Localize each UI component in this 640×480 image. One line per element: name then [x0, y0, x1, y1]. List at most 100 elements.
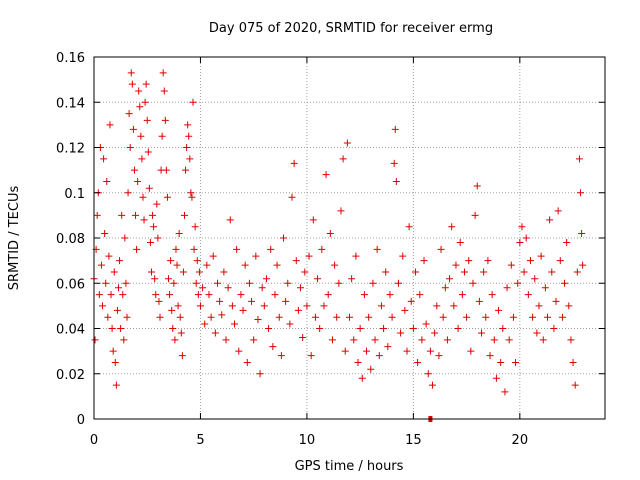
- data-point: [469, 279, 477, 287]
- data-point: [441, 284, 449, 292]
- data-point: [144, 148, 152, 156]
- data-point: [105, 252, 113, 260]
- data-point: [537, 252, 545, 260]
- data-point: [499, 325, 507, 332]
- data-point: [277, 352, 285, 360]
- data-point: [320, 302, 328, 310]
- data-point: [143, 116, 151, 124]
- data-point: [136, 103, 144, 111]
- data-point: [183, 144, 191, 151]
- data-point: [192, 279, 200, 287]
- data-point: [577, 189, 585, 197]
- data-point: [358, 374, 366, 382]
- data-point: [231, 320, 239, 328]
- data-point: [392, 177, 400, 185]
- data-point: [579, 261, 587, 269]
- data-point: [573, 268, 581, 276]
- data-point: [265, 325, 273, 332]
- data-point: [138, 155, 146, 163]
- data-point: [172, 245, 180, 253]
- data-point: [350, 336, 358, 344]
- data-point: [552, 297, 560, 305]
- data-point: [512, 358, 520, 366]
- data-point: [384, 343, 392, 351]
- y-tick-label: 0.12: [56, 142, 85, 157]
- data-point: [454, 325, 462, 332]
- data-point: [137, 132, 145, 140]
- data-point: [458, 291, 466, 299]
- data-point: [382, 268, 390, 276]
- tick-labels: 0 5 10 15 20 0 0.02 0.04 0.06 0.08 0.1 0.12 0.14 0.16: [56, 51, 528, 448]
- data-point: [314, 275, 322, 283]
- data-point: [303, 302, 311, 310]
- data-point: [495, 306, 503, 314]
- data-point: [176, 313, 184, 321]
- data-point: [286, 320, 294, 328]
- data-point: [191, 223, 199, 231]
- data-point: [297, 284, 305, 292]
- data-points: [90, 69, 587, 422]
- data-point: [505, 336, 513, 344]
- data-point: [126, 144, 134, 151]
- data-point: [407, 297, 415, 305]
- data-point: [180, 211, 188, 219]
- data-point: [260, 302, 268, 310]
- data-point: [416, 291, 424, 299]
- data-point: [182, 166, 190, 174]
- data-point: [114, 284, 122, 292]
- data-point: [199, 284, 207, 292]
- data-point: [405, 223, 413, 231]
- data-point: [224, 284, 232, 292]
- data-point: [307, 352, 315, 360]
- data-point: [490, 336, 498, 344]
- data-point: [279, 234, 287, 242]
- data-point: [514, 279, 522, 287]
- data-point: [165, 275, 173, 283]
- data-point: [550, 325, 558, 332]
- data-point: [245, 279, 253, 287]
- data-point: [193, 257, 201, 265]
- data-point: [426, 347, 434, 355]
- data-point: [561, 279, 569, 287]
- data-point: [267, 245, 275, 253]
- data-point: [186, 155, 194, 163]
- data-point: [243, 358, 251, 366]
- data-point: [153, 200, 161, 208]
- data-point: [294, 306, 302, 314]
- data-point: [341, 347, 349, 355]
- y-tick-label: 0.06: [56, 277, 85, 292]
- y-tick-label: 0.1: [64, 187, 85, 202]
- data-point: [337, 207, 345, 215]
- data-point: [501, 388, 509, 396]
- data-point: [482, 313, 490, 321]
- data-point: [486, 352, 494, 360]
- data-point: [484, 257, 492, 265]
- data-point: [124, 189, 132, 197]
- data-point: [93, 211, 101, 219]
- data-point: [471, 211, 479, 219]
- data-point: [140, 216, 148, 224]
- data-point: [233, 245, 241, 253]
- data-point: [160, 87, 168, 95]
- data-point: [174, 302, 182, 310]
- data-point: [185, 132, 193, 140]
- data-point: [178, 352, 186, 360]
- x-tick-label: 20: [512, 433, 529, 448]
- data-point: [113, 306, 121, 314]
- x-tick-label: 10: [299, 433, 316, 448]
- data-point: [189, 98, 197, 106]
- data-point: [290, 159, 298, 167]
- data-point: [152, 291, 160, 299]
- data-point: [335, 279, 343, 287]
- data-point: [239, 306, 247, 314]
- data-point: [388, 313, 396, 321]
- data-point: [135, 87, 143, 95]
- data-point: [122, 279, 130, 287]
- data-point: [529, 313, 537, 321]
- data-point: [170, 279, 178, 287]
- y-tick-label: 0: [77, 413, 85, 428]
- data-point: [371, 336, 379, 344]
- data-point: [473, 182, 481, 190]
- data-point: [237, 291, 245, 299]
- data-point: [258, 284, 266, 292]
